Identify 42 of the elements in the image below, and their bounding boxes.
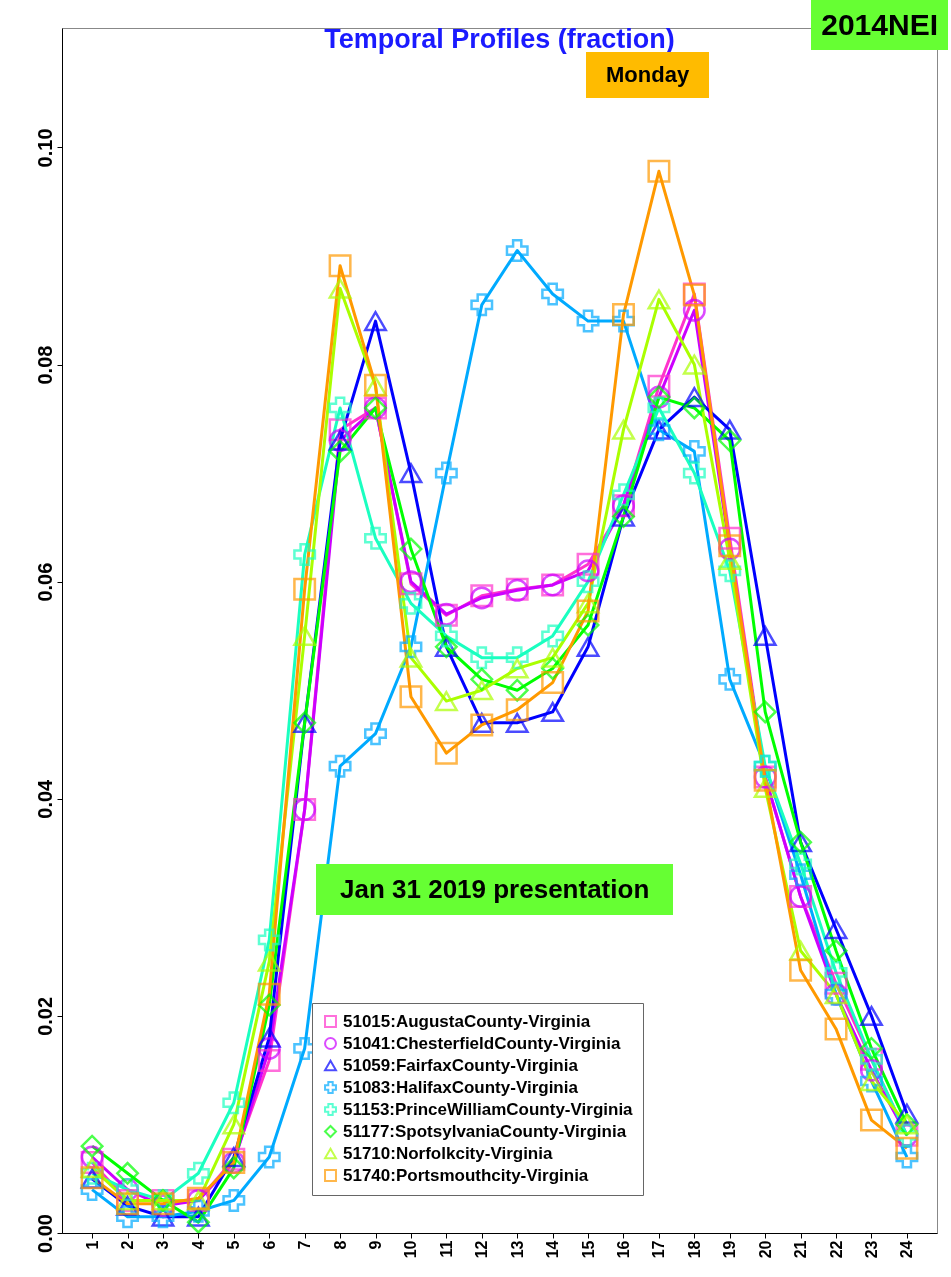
x-tick-label: 1 xyxy=(83,1240,101,1250)
y-tick-label: 0.06 xyxy=(33,562,56,602)
x-tick-label: 13 xyxy=(508,1240,526,1259)
y-tick-label: 0.02 xyxy=(33,996,56,1036)
x-tick-label: 4 xyxy=(189,1240,207,1250)
x-tick-label: 10 xyxy=(402,1240,420,1259)
annotation: Monday xyxy=(606,62,690,87)
y-tick-label: 0.08 xyxy=(33,345,56,385)
x-tick-label: 17 xyxy=(650,1240,668,1259)
x-tick-label: 14 xyxy=(544,1240,562,1259)
x-tick-label: 5 xyxy=(225,1240,243,1250)
x-tick-label: 16 xyxy=(614,1240,632,1259)
x-tick-label: 12 xyxy=(473,1240,491,1259)
x-tick-label: 20 xyxy=(756,1240,774,1259)
legend-label: 51041:ChesterfieldCounty-Virginia xyxy=(343,1033,621,1053)
x-tick-label: 8 xyxy=(331,1240,349,1250)
x-tick-label: 18 xyxy=(685,1240,703,1259)
x-tick-label: 3 xyxy=(154,1240,172,1250)
legend-label: 51710:Norfolkcity-Virginia xyxy=(343,1143,553,1163)
x-tick-label: 15 xyxy=(579,1240,597,1259)
x-tick-label: 23 xyxy=(862,1240,880,1259)
x-tick-label: 6 xyxy=(260,1240,278,1250)
legend-label: 51059:FairfaxCounty-Virginia xyxy=(343,1055,579,1075)
legend-label: 51153:PrinceWilliamCounty-Virginia xyxy=(343,1099,634,1119)
x-tick-label: 2 xyxy=(119,1240,137,1250)
x-tick-label: 21 xyxy=(792,1240,810,1259)
y-tick-label: 0.10 xyxy=(33,128,56,168)
x-tick-label: 22 xyxy=(827,1240,845,1259)
x-tick-label: 7 xyxy=(296,1240,314,1250)
x-tick-label: 11 xyxy=(437,1240,455,1258)
x-tick-label: 24 xyxy=(898,1240,916,1259)
legend-label: 51177:SpotsylvaniaCounty-Virginia xyxy=(343,1121,627,1141)
chart-title: Temporal Profiles (fraction) xyxy=(324,24,675,54)
legend-label: 51083:HalifaxCounty-Virginia xyxy=(343,1077,579,1097)
x-tick-label: 9 xyxy=(367,1240,385,1250)
y-tick-label: 0.00 xyxy=(33,1214,56,1253)
annotation: Jan 31 2019 presentation xyxy=(316,864,674,915)
y-tick-label: 0.04 xyxy=(33,778,56,819)
legend-label: 51740:Portsmouthcity-Virginia xyxy=(343,1165,589,1185)
annotation: 2014NEI xyxy=(811,0,948,50)
legend-label: 51015:AugustaCounty-Virginia xyxy=(343,1011,591,1031)
x-tick-label: 19 xyxy=(721,1240,739,1259)
